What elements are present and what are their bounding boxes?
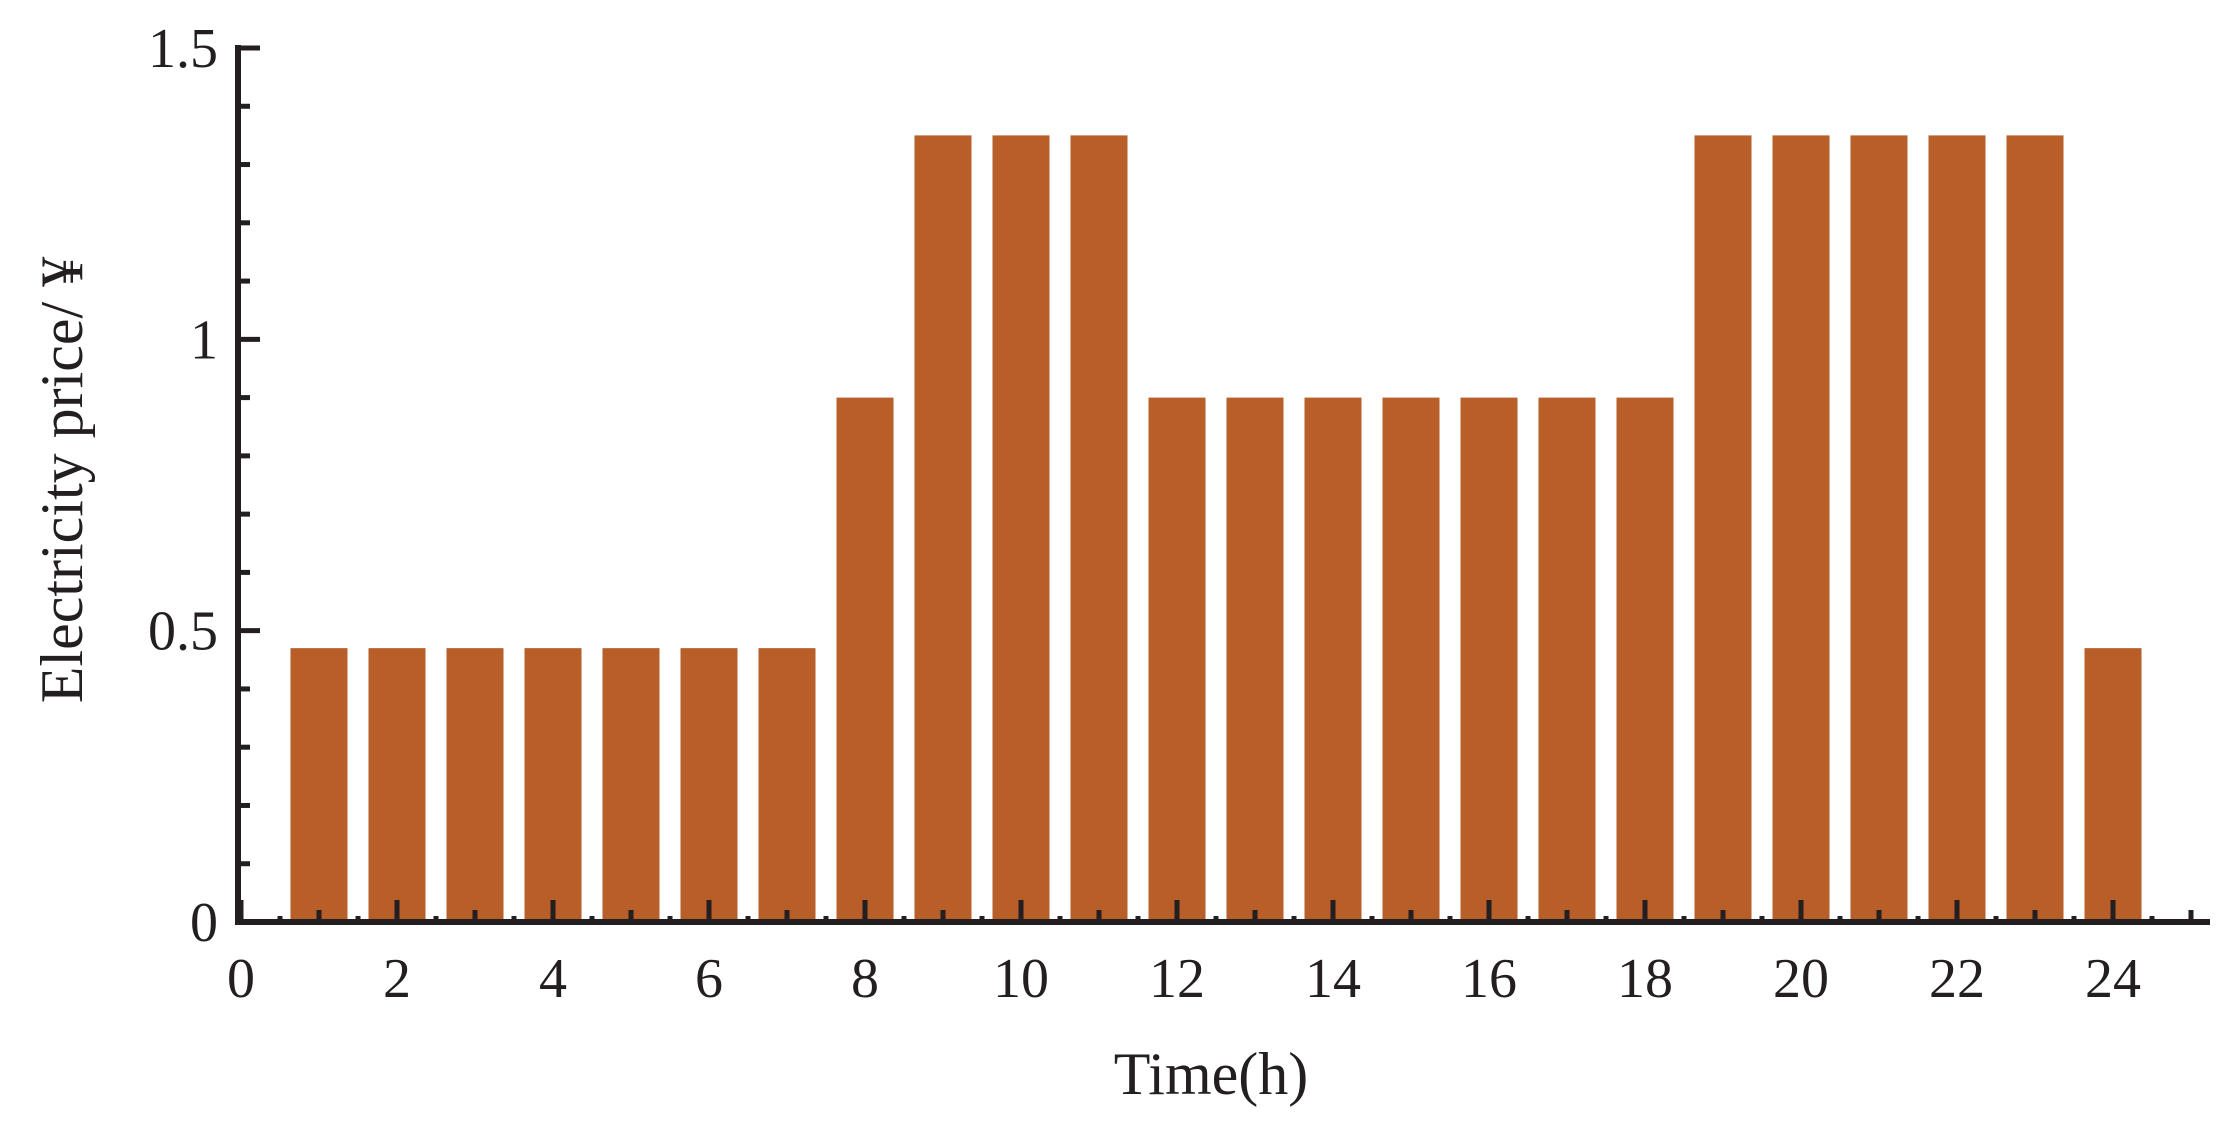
x-tick-label: 20	[1773, 948, 1829, 1010]
bar-hour-4	[524, 648, 582, 922]
bar-hour-15	[1382, 397, 1440, 923]
bar-hour-17	[1538, 397, 1596, 923]
bar-hour-19	[1694, 135, 1752, 922]
bar-hour-13	[1226, 397, 1284, 923]
bar-hour-22	[1928, 135, 1986, 922]
y-tick-labels: 0 0.5 1 1.5	[148, 18, 218, 954]
y-tick-label: 1	[190, 309, 218, 371]
x-tick-label: 8	[851, 948, 879, 1010]
bar-hour-8	[836, 397, 894, 923]
bar-hour-5	[602, 648, 660, 922]
bar-hour-24	[2084, 648, 2142, 922]
y-tick-label: 0.5	[148, 601, 218, 663]
x-tick-label: 22	[1929, 948, 1985, 1010]
y-axis-title: Electricity price/ ¥	[29, 257, 95, 703]
bar-hour-1	[290, 648, 348, 922]
bar-hour-23	[2006, 135, 2064, 922]
x-tick-labels: 0 2 4 6 8 10 12 14 16 18 20 22 24	[227, 948, 2141, 1010]
bar-hour-9	[914, 135, 972, 922]
y-tick-label: 0	[190, 892, 218, 954]
bar-hour-7	[758, 648, 816, 922]
bar-hour-18	[1616, 397, 1674, 923]
bar-hour-2	[368, 648, 426, 922]
x-tick-label: 10	[993, 948, 1049, 1010]
x-tick-label: 14	[1305, 948, 1361, 1010]
bar-hour-3	[446, 648, 504, 922]
y-ticks	[238, 45, 260, 925]
bars-group	[290, 135, 2142, 923]
x-tick-label: 24	[2085, 948, 2141, 1010]
y-tick-label: 1.5	[148, 18, 218, 80]
x-axis-title: Time(h)	[1114, 1041, 1308, 1107]
x-tick-label: 18	[1617, 948, 1673, 1010]
bar-hour-16	[1460, 397, 1518, 923]
x-tick-label: 12	[1149, 948, 1205, 1010]
bar-hour-6	[680, 648, 738, 922]
x-tick-label: 4	[539, 948, 567, 1010]
x-tick-label: 6	[695, 948, 723, 1010]
x-tick-label: 16	[1461, 948, 1517, 1010]
x-tick-label: 2	[383, 948, 411, 1010]
bar-hour-21	[1850, 135, 1908, 922]
bar-hour-12	[1148, 397, 1206, 923]
bar-hour-10	[992, 135, 1050, 922]
bar-hour-20	[1772, 135, 1830, 922]
x-tick-label: 0	[227, 948, 255, 1010]
bar-hour-14	[1304, 397, 1362, 923]
bar-hour-11	[1070, 135, 1128, 922]
